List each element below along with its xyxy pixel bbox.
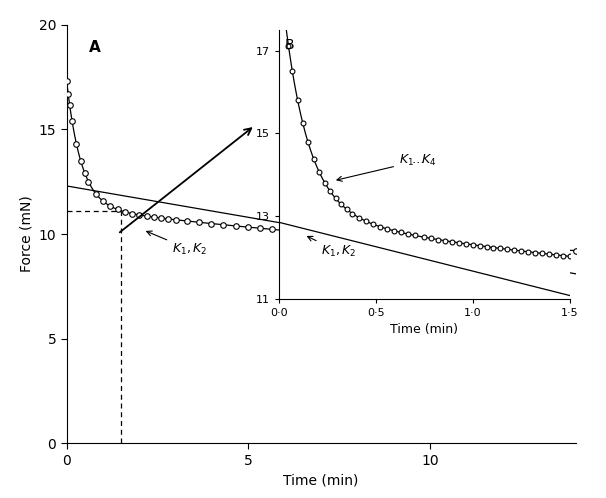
Text: A: A (88, 39, 100, 55)
X-axis label: Time (min): Time (min) (284, 473, 359, 487)
Text: B: B (285, 38, 294, 52)
Text: $K_1\!\ldots\!K_4$: $K_1\!\ldots\!K_4$ (337, 153, 437, 181)
Text: $K_1,K_2$: $K_1,K_2$ (308, 237, 357, 259)
X-axis label: Time (min): Time (min) (390, 323, 458, 336)
Y-axis label: Force (mN): Force (mN) (19, 196, 33, 272)
Text: $K_1,K_2$: $K_1,K_2$ (147, 231, 207, 257)
